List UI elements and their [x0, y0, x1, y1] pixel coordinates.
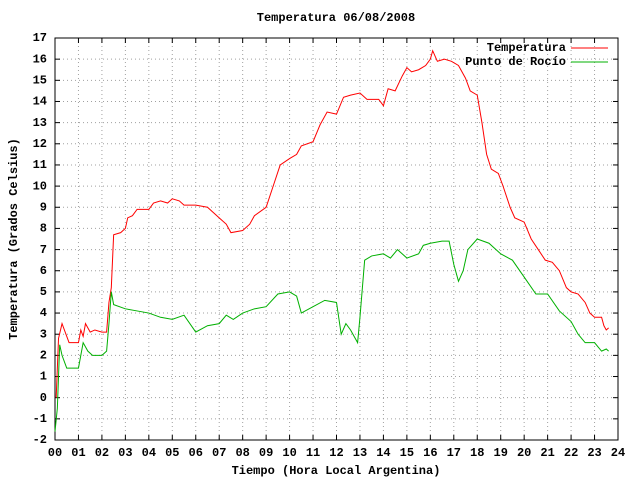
x-tick-label: 14 [376, 446, 390, 460]
y-tick-label: -1 [33, 412, 47, 426]
legend-label: Temperatura [487, 41, 566, 55]
x-tick-label: 04 [142, 446, 156, 460]
y-tick-label: 17 [33, 31, 47, 45]
y-tick-label: 6 [40, 264, 47, 278]
x-axis-label: Tiempo (Hora Local Argentina) [232, 464, 441, 478]
y-tick-label: 7 [40, 243, 47, 257]
x-tick-label: 23 [587, 446, 601, 460]
x-tick-label: 06 [189, 446, 203, 460]
x-tick-label: 16 [423, 446, 437, 460]
y-tick-label: 1 [40, 370, 47, 384]
x-tick-label: 07 [212, 446, 226, 460]
y-tick-label: 12 [33, 137, 47, 151]
y-tick-label: 3 [40, 327, 47, 341]
x-tick-label: 10 [282, 446, 296, 460]
x-tick-label: 02 [95, 446, 109, 460]
y-tick-label: 0 [40, 391, 47, 405]
y-tick-label: -2 [33, 433, 47, 447]
series-line [54, 238, 609, 432]
y-tick-label: 9 [40, 200, 47, 214]
y-tick-label: 16 [33, 52, 47, 66]
x-tick-label: 11 [306, 446, 320, 460]
y-tick-label: 5 [40, 285, 47, 299]
x-tick-label: 21 [540, 446, 554, 460]
plot-frame [54, 37, 619, 441]
x-tick-label: 08 [235, 446, 249, 460]
y-tick-label: 8 [40, 222, 47, 236]
chart-title: Temperatura 06/08/2008 [257, 11, 415, 25]
x-tick-label: 19 [494, 446, 508, 460]
x-tick-label: 24 [611, 446, 625, 460]
y-axis-label: Temperatura (Grados Celsius) [7, 138, 21, 340]
y-tick-label: 2 [40, 349, 47, 363]
x-tick-label: 01 [71, 446, 85, 460]
y-tick-label: 14 [33, 95, 47, 109]
y-tick-label: 15 [33, 73, 47, 87]
x-tick-label: 15 [400, 446, 414, 460]
series-line [55, 49, 609, 398]
x-tick-label: 20 [517, 446, 531, 460]
y-tick-label: 13 [33, 116, 47, 130]
x-tick-label: 18 [470, 446, 484, 460]
x-tick-label: 09 [259, 446, 273, 460]
x-tick-label: 03 [118, 446, 132, 460]
x-tick-label: 17 [447, 446, 461, 460]
y-tick-label: 10 [33, 179, 47, 193]
y-tick-label: 11 [33, 158, 47, 172]
legend-label: Punto de Rocío [465, 55, 566, 69]
x-tick-label: 13 [353, 446, 367, 460]
x-tick-label: 22 [564, 446, 578, 460]
x-tick-label: 12 [329, 446, 343, 460]
x-tick-label: 05 [165, 446, 179, 460]
x-tick-label: 00 [48, 446, 62, 460]
y-tick-label: 4 [40, 306, 47, 320]
